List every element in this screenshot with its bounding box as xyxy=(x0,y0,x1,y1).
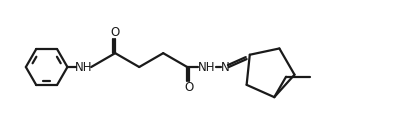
Text: O: O xyxy=(185,81,194,94)
Text: NH: NH xyxy=(75,60,92,74)
Text: N: N xyxy=(220,60,229,74)
Text: NH: NH xyxy=(198,60,216,74)
Text: O: O xyxy=(111,26,120,39)
